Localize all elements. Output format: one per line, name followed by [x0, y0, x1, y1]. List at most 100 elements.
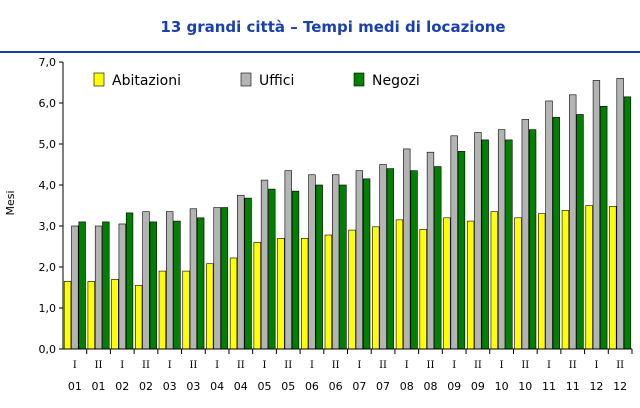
y-tick-label: 5,0	[39, 138, 57, 151]
bar-negozi-ii-01	[102, 221, 110, 350]
x-tick-semester: II	[284, 360, 292, 371]
x-tick-semester: I	[73, 360, 77, 371]
legend-label-abitazioni: Abitazioni	[112, 73, 181, 89]
bar-abitazioni-ii-08	[419, 228, 427, 350]
x-tick-year: 08	[400, 380, 414, 393]
bar-uffici-ii-06	[331, 174, 340, 350]
bar-abitazioni-i-12	[585, 205, 593, 350]
x-tick-year: 11	[542, 380, 556, 393]
x-tick-semester: II	[142, 360, 150, 371]
bar-negozi-ii-03	[197, 217, 205, 350]
x-tick-semester: II	[332, 360, 340, 371]
x-tick-year: 10	[495, 380, 509, 393]
bar-negozi-i-11	[552, 117, 560, 350]
x-tick-year: 09	[447, 380, 461, 393]
x-tick-year: 07	[352, 380, 366, 393]
bar-abitazioni-i-04	[206, 263, 214, 350]
bar-uffici-i-02	[118, 223, 126, 350]
bar-abitazioni-i-09	[443, 217, 451, 350]
x-tick-year: 07	[376, 380, 390, 393]
bar-abitazioni-ii-07	[372, 226, 380, 350]
bar-uffici-ii-02	[142, 211, 150, 350]
bar-abitazioni-ii-10	[514, 217, 522, 350]
bar-abitazioni-i-11	[538, 213, 546, 350]
bar-abitazioni-i-07	[348, 229, 356, 350]
bar-abitazioni-ii-12	[609, 206, 617, 350]
bar-uffici-i-07	[355, 170, 363, 350]
bar-negozi-ii-06	[339, 184, 347, 350]
x-tick-year: 03	[186, 380, 200, 393]
x-tick-year: 04	[234, 380, 248, 393]
bar-negozi-i-07	[362, 178, 371, 350]
y-tick-label: 6,0	[39, 97, 57, 110]
bar-negozi-i-09	[457, 151, 466, 350]
y-tick-label: 3,0	[39, 220, 57, 233]
legend-label-negozi: Negozi	[372, 73, 420, 89]
x-tick-year: 05	[281, 380, 295, 393]
bar-uffici-ii-12	[616, 78, 624, 350]
bar-uffici-ii-11	[569, 94, 577, 350]
x-tick-year: 06	[305, 380, 319, 393]
bar-uffici-ii-09	[474, 132, 482, 350]
x-tick-semester: I	[310, 360, 314, 371]
y-tick-label: 0,0	[39, 343, 57, 356]
bar-uffici-ii-10	[521, 119, 529, 350]
bar-abitazioni-ii-11	[561, 210, 570, 350]
x-tick-year: 01	[68, 380, 82, 393]
x-tick-year: 12	[589, 380, 603, 393]
bar-negozi-i-02	[125, 212, 134, 350]
bar-abitazioni-ii-06	[324, 234, 332, 350]
x-tick-semester: II	[427, 360, 435, 371]
bar-negozi-ii-08	[434, 166, 442, 350]
bar-uffici-i-05	[260, 179, 269, 350]
bars-group	[63, 78, 632, 350]
bar-negozi-ii-09	[481, 139, 489, 350]
x-tick-semester: I	[215, 360, 219, 371]
bar-abitazioni-ii-01	[87, 281, 95, 350]
x-tick-semester: I	[120, 360, 124, 371]
bar-abitazioni-ii-02	[135, 285, 143, 350]
bar-negozi-ii-12	[623, 96, 632, 350]
x-tick-year: 11	[566, 380, 580, 393]
x-tick-semester: I	[500, 360, 504, 371]
bar-uffici-i-04	[213, 207, 221, 350]
bar-negozi-i-06	[315, 184, 323, 350]
x-tick-year: 10	[518, 380, 532, 393]
x-tick-year: 06	[329, 380, 343, 393]
x-tick-year: 03	[163, 380, 177, 393]
x-tick-semester: I	[547, 360, 551, 371]
bar-negozi-ii-10	[528, 129, 537, 350]
x-axis: I01II01I02II02I03II03I04II04I05II05I06II…	[63, 348, 633, 393]
bar-uffici-ii-03	[189, 208, 198, 350]
bar-negozi-i-03	[173, 220, 181, 350]
legend: Abitazioni Uffici Negozi	[93, 72, 420, 89]
x-tick-semester: II	[521, 360, 529, 371]
x-tick-semester: II	[569, 360, 577, 371]
bar-negozi-ii-02	[149, 221, 157, 350]
bar-abitazioni-i-08	[395, 219, 404, 350]
x-tick-year: 12	[613, 380, 627, 393]
bar-uffici-i-12	[592, 80, 601, 350]
y-tick-label: 2,0	[39, 261, 57, 274]
bar-uffici-ii-01	[94, 225, 103, 350]
bar-abitazioni-i-06	[300, 238, 309, 350]
legend-swatch-uffici	[240, 72, 252, 87]
x-tick-semester: II	[95, 360, 103, 371]
x-tick-year: 02	[139, 380, 153, 393]
bar-uffici-i-06	[308, 174, 316, 350]
x-tick-semester: I	[168, 360, 172, 371]
x-tick-semester: II	[237, 360, 245, 371]
bar-abitazioni-ii-04	[229, 257, 238, 350]
bar-negozi-i-12	[600, 105, 608, 350]
bar-abitazioni-i-03	[158, 270, 167, 350]
bar-uffici-ii-08	[426, 151, 435, 350]
x-tick-semester: I	[405, 360, 409, 371]
bar-negozi-i-05	[268, 188, 276, 350]
bar-abitazioni-i-05	[253, 242, 261, 350]
bar-negozi-i-10	[505, 139, 513, 350]
bar-uffici-ii-04	[237, 194, 245, 350]
x-tick-semester: I	[357, 360, 361, 371]
x-tick-semester: II	[616, 360, 624, 371]
bar-negozi-ii-11	[576, 114, 584, 350]
